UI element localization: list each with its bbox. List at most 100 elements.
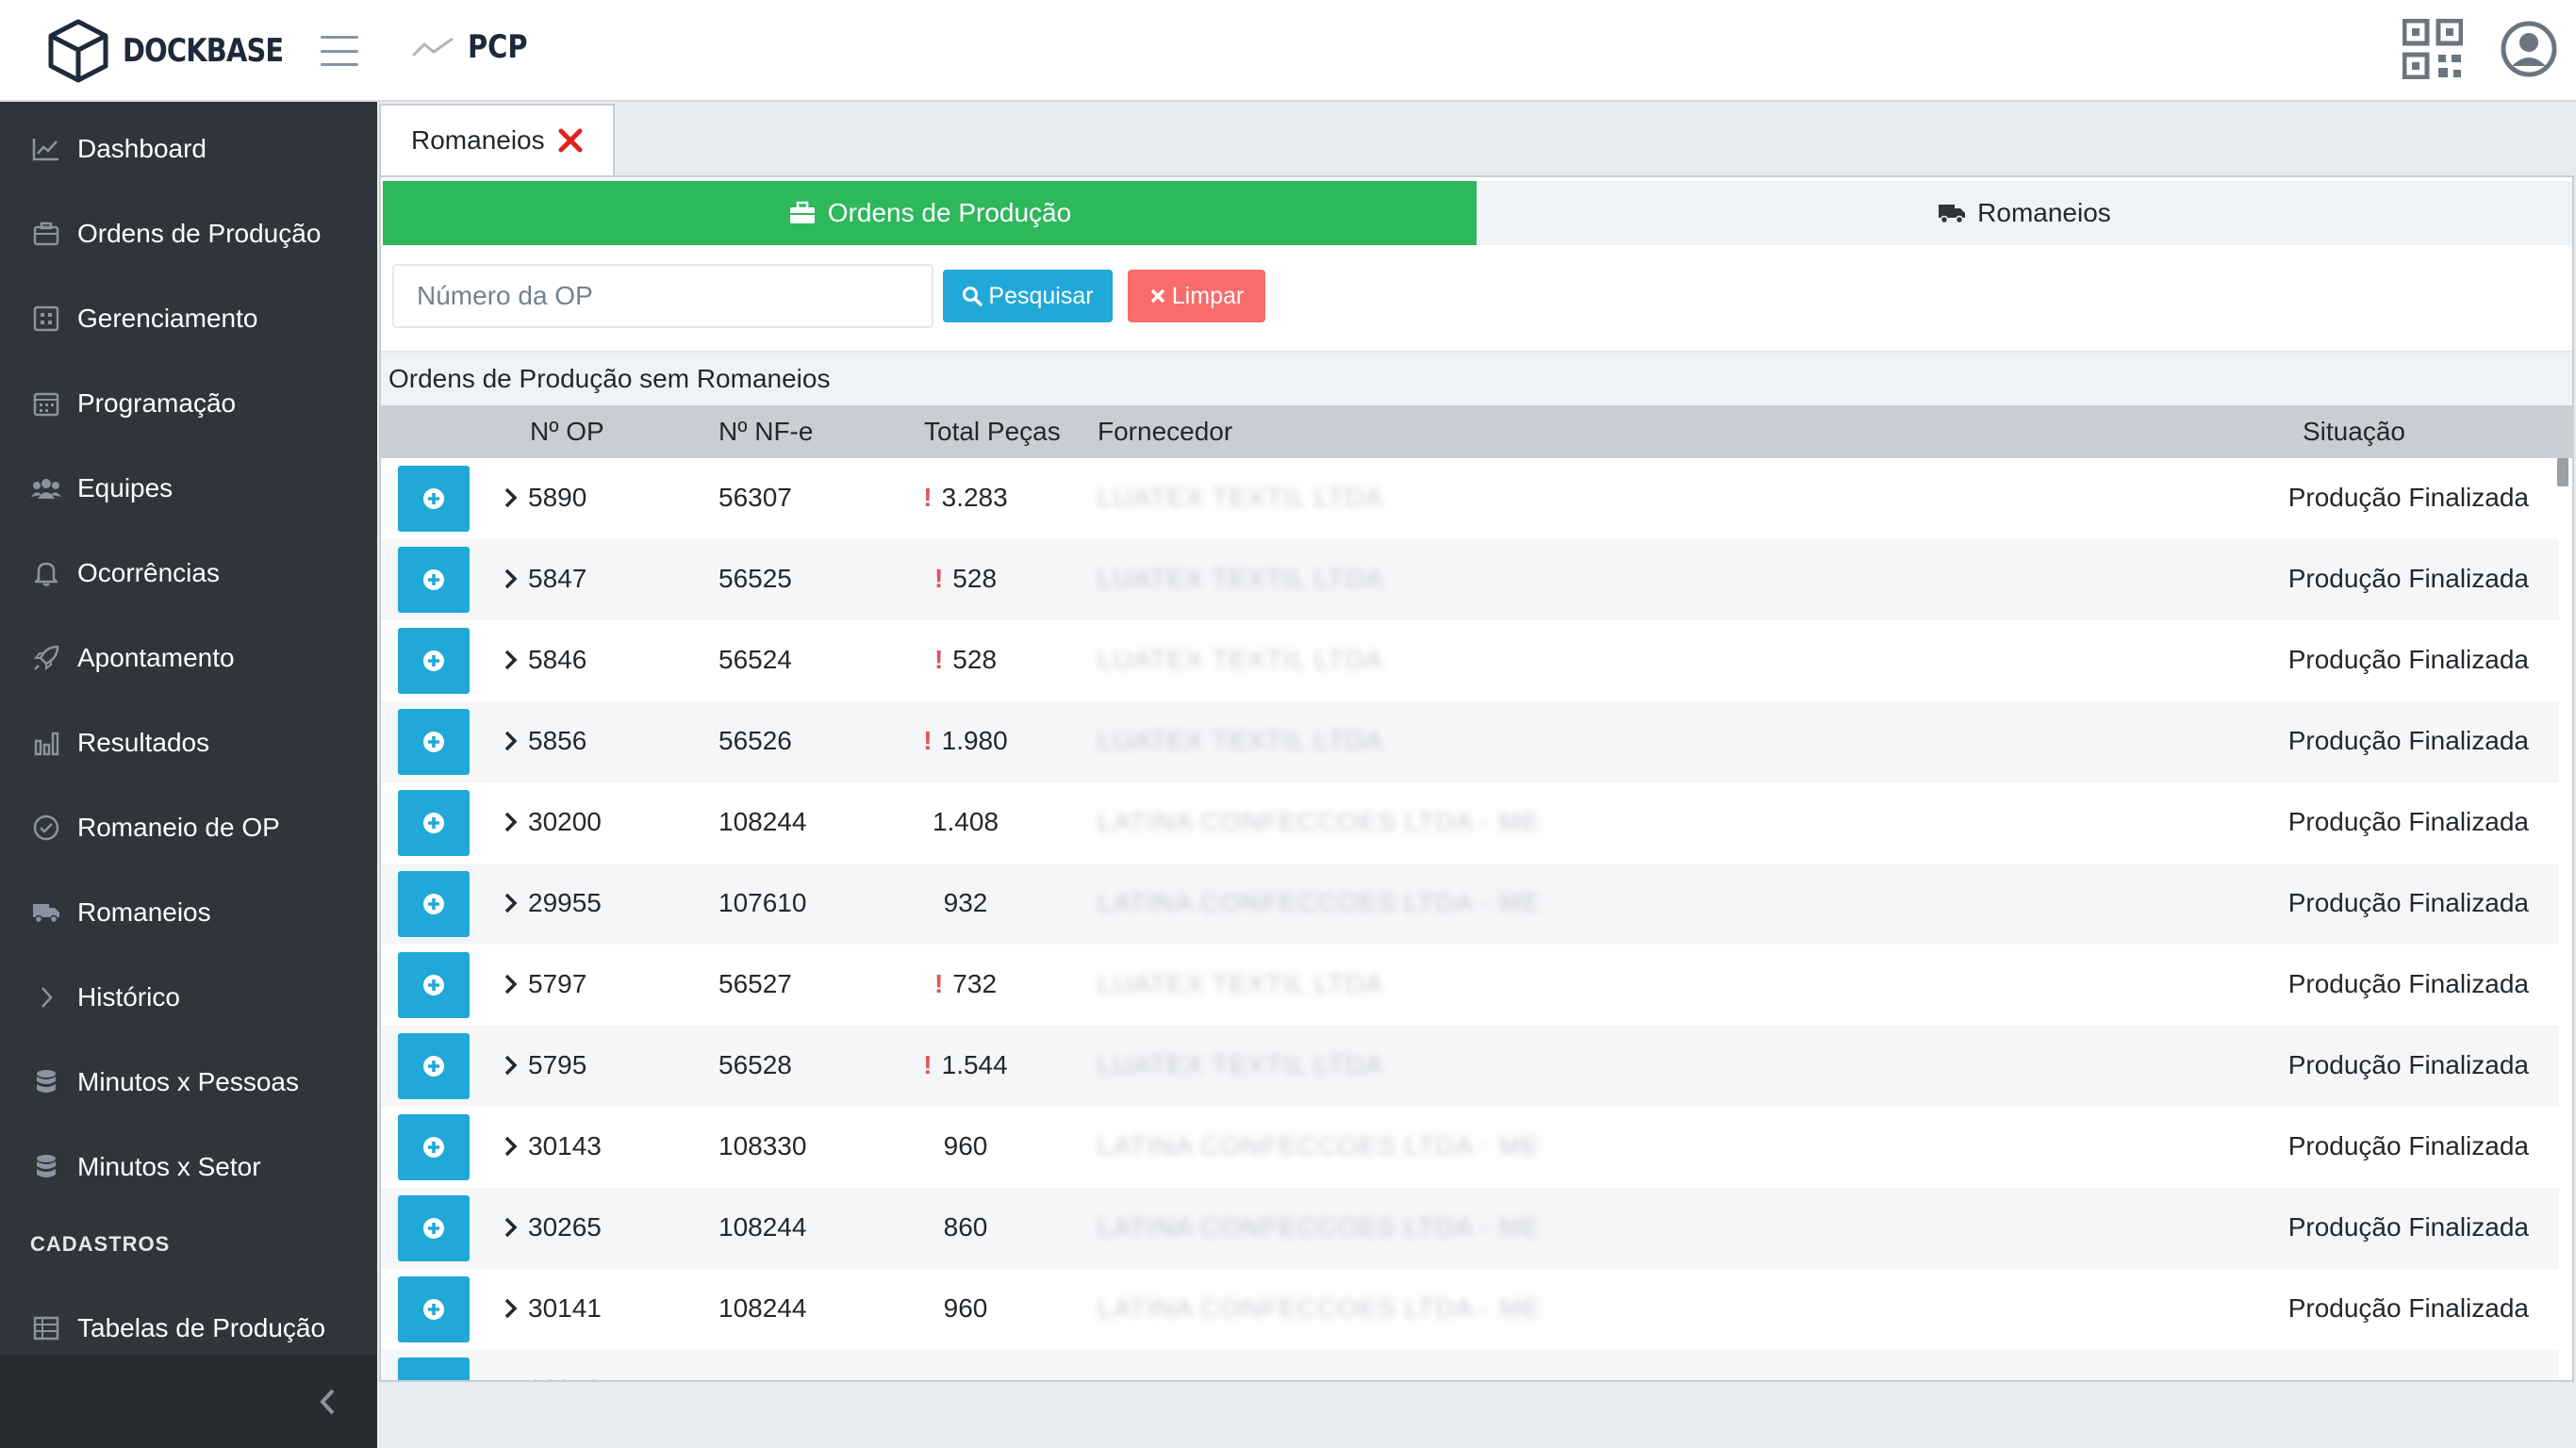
scrollbar-thumb[interactable] [2557, 458, 2568, 486]
sidebar-item-label: Ordens de Produção [77, 219, 322, 248]
nfe-number: 108244 [718, 1212, 807, 1242]
sidebar-item-resultados[interactable]: Resultados [0, 702, 377, 783]
plus-circle-icon [423, 813, 444, 833]
op-number[interactable]: 30265 [504, 1212, 602, 1242]
op-number-input[interactable] [392, 264, 933, 328]
fornecedor: LUATEX TEXTIL LTDA [1098, 726, 1384, 755]
clear-button-label: Limpar [1171, 282, 1245, 309]
hamburger-line [321, 63, 358, 66]
check-circle-icon [30, 814, 62, 842]
op-number-text: 5846 [528, 645, 587, 674]
nfe-number: 56526 [718, 726, 792, 755]
op-number[interactable]: 29955 [504, 888, 602, 918]
column-header-nfe[interactable]: Nº NF-e [718, 417, 814, 446]
module-name: PCP [468, 28, 528, 66]
op-number[interactable]: 5856 [504, 726, 586, 756]
op-number[interactable]: 5795 [504, 1050, 586, 1080]
trend-line-icon [411, 37, 454, 58]
content-panel: Ordens de Produção Romaneios Pesquisar L… [379, 175, 2574, 1382]
add-to-romaneio-button[interactable] [398, 1358, 470, 1380]
total-pecas-value: 3.283 [941, 483, 1008, 512]
total-pecas-value: 932 [943, 888, 988, 917]
op-number-text: 29872 [528, 1374, 602, 1380]
sidebar-item-tabelas-de-producao[interactable]: Tabelas de Produção [0, 1288, 377, 1369]
fornecedor: LUATEX TEXTIL LTDA [1098, 645, 1384, 674]
total-pecas: ! 1.544 [890, 1050, 1041, 1080]
add-to-romaneio-button[interactable] [398, 466, 470, 532]
user-avatar-icon[interactable] [2501, 21, 2557, 77]
chevron-right-icon [507, 1379, 508, 1380]
op-number[interactable]: 5797 [504, 969, 586, 999]
op-number-text: 30141 [528, 1293, 602, 1323]
plus-circle-icon [423, 894, 444, 914]
sidebar-item-label: Ocorrências [77, 558, 220, 587]
op-number[interactable]: 5847 [504, 564, 586, 594]
situacao: Produção Finalizada [2287, 1293, 2529, 1323]
add-to-romaneio-button[interactable] [398, 871, 470, 937]
sidebar-item-dashboard[interactable]: Dashboard [0, 108, 377, 189]
op-number[interactable]: 30141 [504, 1293, 602, 1324]
sidebar-item-apontamento[interactable]: Apontamento [0, 617, 377, 699]
add-to-romaneio-button[interactable] [398, 1195, 470, 1261]
clear-button[interactable]: Limpar [1128, 270, 1265, 322]
op-number[interactable]: 5890 [504, 483, 586, 513]
segment-ordens-de-producao[interactable]: Ordens de Produção [383, 181, 1477, 245]
brand-logo[interactable]: DOCKBASE [47, 19, 311, 83]
op-number[interactable]: 5846 [504, 645, 586, 675]
chevron-right-icon [504, 650, 518, 670]
situacao: Produção Finalizada [2287, 1131, 2529, 1160]
sidebar-item-label: Romaneio de OP [77, 813, 280, 842]
sidebar-item-gerenciamento[interactable]: Gerenciamento [0, 278, 377, 359]
sidebar-item-romaneios[interactable]: Romaneios [0, 872, 377, 953]
sidebar-minimize-button[interactable] [0, 1355, 377, 1448]
table-row: 5847 56525! 528 LUATEX TEXTIL LTDA Produção … [381, 539, 2559, 620]
sidebar-item-ocorrencias[interactable]: Ocorrências [0, 533, 377, 614]
total-pecas: 1.408 [890, 807, 1041, 837]
table-row: 30143 108330 960 LATINA CONFECCOES LTDA - M… [381, 1107, 2559, 1188]
tab-romaneios[interactable]: Romaneios [379, 104, 615, 175]
column-header-fornecedor[interactable]: Fornecedor [1098, 417, 1233, 446]
warning-icon: ! [923, 1050, 933, 1079]
add-to-romaneio-button[interactable] [398, 709, 470, 775]
sidebar-item-equipes[interactable]: Equipes [0, 448, 377, 529]
close-icon[interactable] [556, 126, 585, 155]
sidebar-item-label: Minutos x Setor [77, 1152, 261, 1181]
plus-circle-icon [423, 650, 444, 671]
column-header-total-pecas[interactable]: Total Peças [924, 417, 1061, 446]
op-number[interactable]: 29872 [504, 1374, 602, 1380]
search-button[interactable]: Pesquisar [943, 270, 1113, 322]
add-to-romaneio-button[interactable] [398, 547, 470, 613]
hamburger-line [321, 49, 358, 53]
qr-code-icon[interactable] [2402, 18, 2464, 80]
chart-line-icon [30, 135, 62, 163]
add-to-romaneio-button[interactable] [398, 790, 470, 856]
op-number[interactable]: 30200 [504, 807, 602, 837]
fornecedor: LUATEX TEXTIL LTDA [1098, 483, 1384, 512]
situacao: Produção Finalizada [2287, 564, 2529, 593]
briefcase-icon [789, 201, 815, 223]
op-number-text: 5797 [528, 969, 587, 998]
sidebar-item-historico[interactable]: Histórico [0, 957, 377, 1038]
sidebar-item-programacao[interactable]: Programação [0, 363, 377, 444]
segment-romaneios[interactable]: Romaneios [1477, 181, 2572, 245]
sidebar-item-label: Apontamento [77, 643, 235, 672]
add-to-romaneio-button[interactable] [398, 952, 470, 1018]
fornecedor: LATINA CONFECCOES LTDA - ME [1098, 807, 1541, 836]
add-to-romaneio-button[interactable] [398, 1114, 470, 1180]
add-to-romaneio-button[interactable] [398, 628, 470, 694]
add-to-romaneio-button[interactable] [398, 1033, 470, 1099]
sidebar-item-ordens-de-producao[interactable]: Ordens de Produção [0, 193, 377, 274]
total-pecas-value: 960 [943, 1293, 988, 1323]
sidebar-item-minutos-x-setor[interactable]: Minutos x Setor [0, 1127, 377, 1208]
calendar-icon [30, 389, 62, 418]
sidebar-item-minutos-x-pessoas[interactable]: Minutos x Pessoas [0, 1042, 377, 1123]
column-header-situacao[interactable]: Situação [2303, 417, 2405, 446]
op-number[interactable]: 30143 [504, 1131, 602, 1161]
grid-icon [30, 304, 62, 333]
menu-toggle-button[interactable] [321, 36, 358, 66]
nfe-number: 56524 [718, 645, 792, 674]
column-header-op[interactable]: Nº OP [530, 417, 604, 446]
sidebar-item-label: Romaneios [77, 897, 211, 927]
sidebar-item-romaneio-de-op[interactable]: Romaneio de OP [0, 787, 377, 868]
add-to-romaneio-button[interactable] [398, 1276, 470, 1342]
